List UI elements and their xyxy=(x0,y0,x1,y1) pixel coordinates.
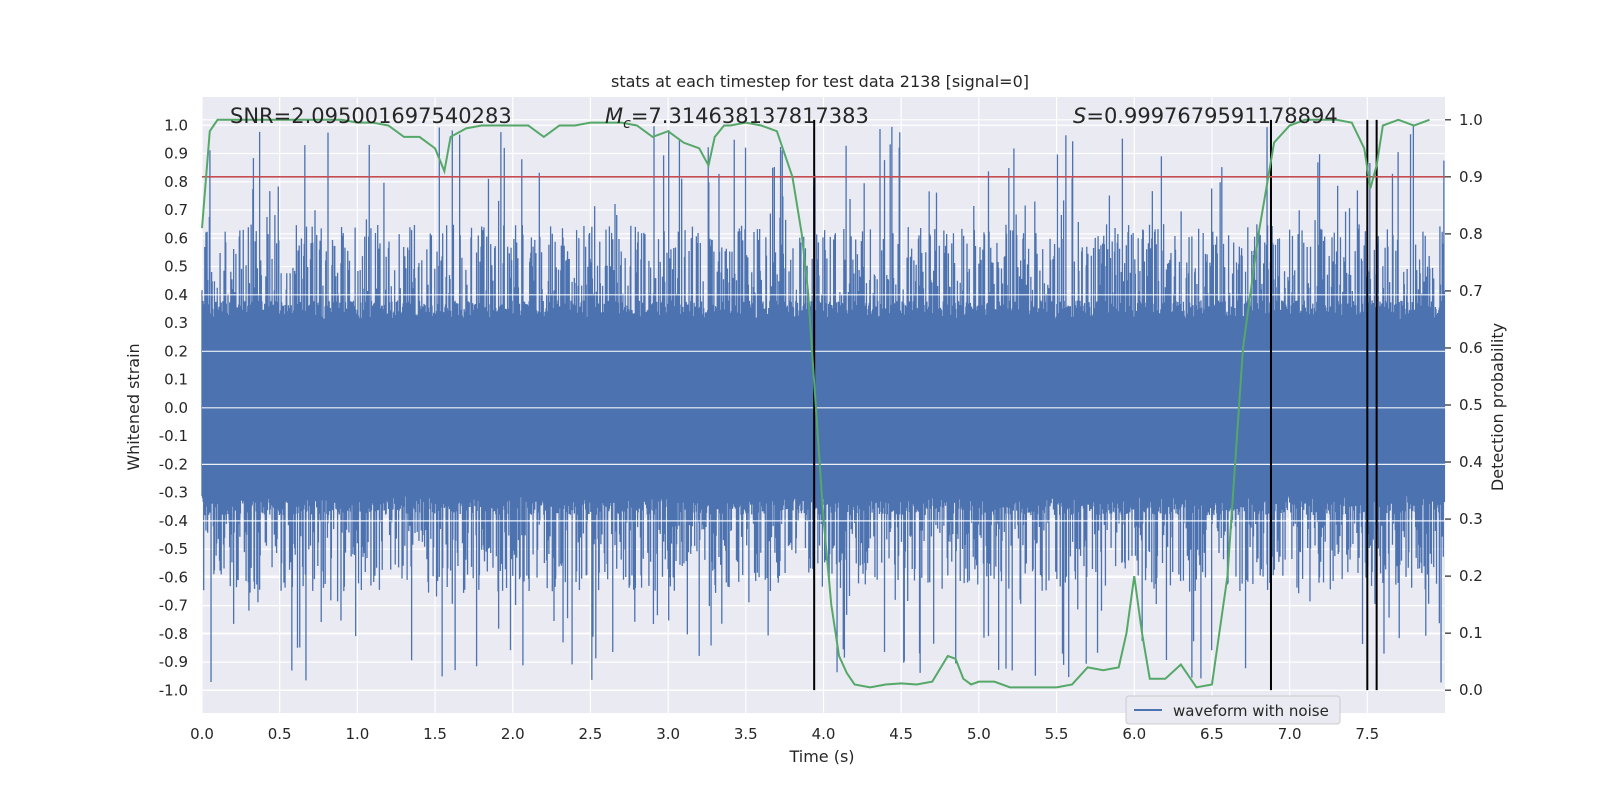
score-value: =0.9997679591178894 xyxy=(1086,104,1337,128)
x-tick-label: 4.5 xyxy=(889,725,913,743)
x-tick-label: 5.0 xyxy=(967,725,991,743)
snr-annotation: SNR=2.095001697540283 xyxy=(230,104,512,128)
y-right-tick-label: 0.1 xyxy=(1459,624,1483,642)
legend: waveform with noise xyxy=(1125,695,1341,725)
chirp-mass-subscript: c xyxy=(623,116,631,132)
legend-box xyxy=(1125,695,1341,725)
x-tick-label: 2.5 xyxy=(579,725,603,743)
x-tick-label: 1.0 xyxy=(345,725,369,743)
y-left-tick-label: -0.3 xyxy=(159,484,188,502)
waveform-series xyxy=(201,126,1446,683)
x-tick-label: 4.0 xyxy=(812,725,836,743)
axes: 0.0 0.5 1.0 1.5 2.0 2.5 3.0 3.5 4.0 4.5 5.0 5.5 6.0 6… xyxy=(159,111,1483,743)
y-left-tick-label: 0.3 xyxy=(164,314,188,332)
y-left-tick-label: -0.5 xyxy=(159,540,188,558)
y-left-tick-label: -0.9 xyxy=(159,653,188,671)
y-left-tick-label: -0.4 xyxy=(159,512,188,530)
x-tick-label: 6.0 xyxy=(1122,725,1146,743)
x-tick-label: 1.5 xyxy=(423,725,447,743)
chirp-mass-value: =7.314638137817383 xyxy=(631,104,869,128)
event-markers xyxy=(813,119,1378,691)
y-left-tick-label: 0.0 xyxy=(164,399,188,417)
x-tick-label: 6.5 xyxy=(1200,725,1224,743)
y-left-tick-label: -0.1 xyxy=(159,427,188,445)
y-left-tick-label: 0.7 xyxy=(164,201,188,219)
y-left-tick-label: 0.4 xyxy=(164,286,188,304)
y-right-tick-label: 0.6 xyxy=(1459,339,1483,357)
x-tick-label: 3.0 xyxy=(656,725,680,743)
y-left-tick-label: 0.2 xyxy=(164,342,188,360)
y-right-tick-label: 0.2 xyxy=(1459,567,1483,585)
y-left-tick-label: -0.8 xyxy=(159,625,188,643)
x-axis-label: Time (s) xyxy=(788,747,854,766)
chart-title: stats at each timestep for test data 213… xyxy=(611,72,1029,91)
y-left-tick-label: 1.0 xyxy=(164,116,188,134)
y-left-tick-label: 0.1 xyxy=(164,371,188,389)
score-annotation: S=0.9997679591178894 xyxy=(1073,104,1338,128)
x-tick-label: 7.5 xyxy=(1355,725,1379,743)
y-right-tick-label: 1.0 xyxy=(1459,111,1483,129)
detection-probability-line xyxy=(201,118,1430,689)
y-right-tick-label: 0.5 xyxy=(1459,396,1483,414)
y-right-tick-label: 0.7 xyxy=(1459,282,1483,300)
y-right-tick-label: 0.9 xyxy=(1459,168,1483,186)
y-right-tick-label: 0.0 xyxy=(1459,681,1483,699)
y-right-tick-label: 0.3 xyxy=(1459,510,1483,528)
y-left-tick-label: -0.2 xyxy=(159,455,188,473)
waveform-core xyxy=(202,349,1445,462)
x-tick-label: 0.0 xyxy=(190,725,214,743)
x-tick-label: 0.5 xyxy=(268,725,292,743)
score-symbol: S xyxy=(1073,104,1086,128)
x-tick-label: 3.5 xyxy=(734,725,758,743)
x-tick-label: 2.0 xyxy=(501,725,525,743)
y-left-tick-label: -0.7 xyxy=(159,597,188,615)
x-tick-label: 7.0 xyxy=(1278,725,1302,743)
y-axis-label-left: Whitened strain xyxy=(124,343,143,470)
y-left-tick-label: 0.5 xyxy=(164,258,188,276)
y-axis-label-right: Detection probability xyxy=(1488,323,1507,491)
y-right-tick-label: 0.4 xyxy=(1459,453,1483,471)
y-left-tick-label: 0.9 xyxy=(164,145,188,163)
y-left-tick-label: -0.6 xyxy=(159,568,188,586)
legend-label: waveform with noise xyxy=(1173,702,1329,720)
y-left-tick-label: -1.0 xyxy=(159,681,188,699)
detection-probability-series xyxy=(201,118,1430,689)
y-right-tick-label: 0.8 xyxy=(1459,225,1483,243)
y-left-tick-label: 0.6 xyxy=(164,229,188,247)
chirp-mass-symbol: M xyxy=(605,104,623,128)
x-tick-label: 5.5 xyxy=(1045,725,1069,743)
chirp-mass-annotation: Mc=7.314638137817383 xyxy=(605,104,869,132)
y-left-tick-label: 0.8 xyxy=(164,173,188,191)
